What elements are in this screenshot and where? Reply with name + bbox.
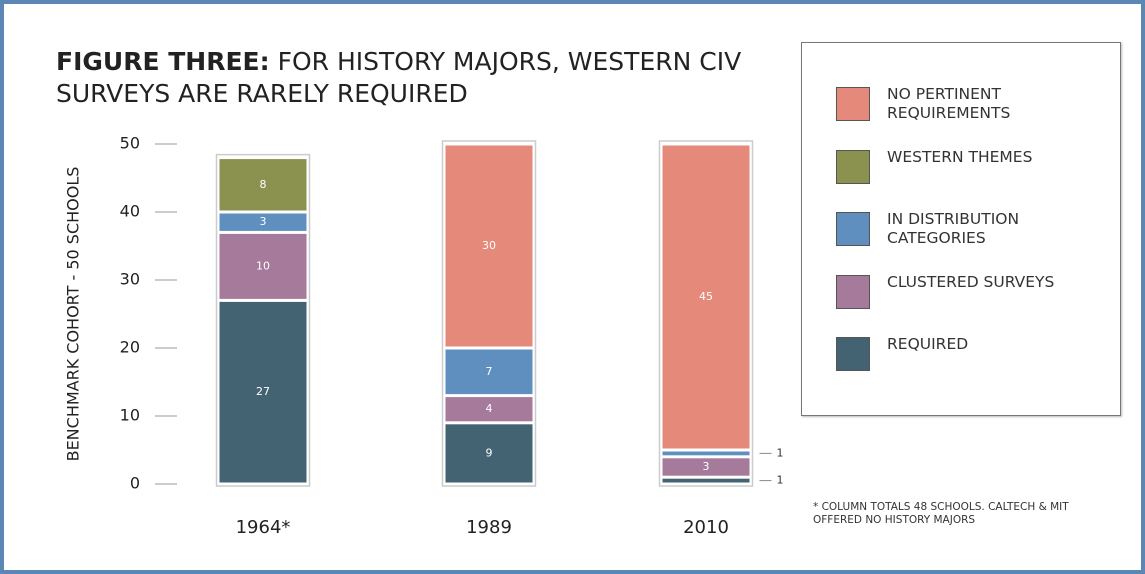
y-tick-label: 50 — [120, 134, 140, 153]
legend-swatch — [836, 337, 870, 371]
value-label: 45 — [699, 290, 713, 303]
bar-segment — [662, 451, 750, 456]
bar-segment — [445, 424, 533, 483]
value-label: 3 — [703, 460, 710, 473]
value-label: 27 — [256, 385, 270, 398]
y-tick-label: 10 — [120, 406, 140, 425]
legend-swatch — [836, 149, 870, 184]
legend-label: NO PERTINENT REQUIREMENTS — [887, 85, 1011, 122]
bar-segment — [662, 145, 750, 449]
bar-segment — [219, 213, 307, 231]
legend-swatch — [836, 274, 870, 309]
value-label: 9 — [486, 446, 493, 459]
title-lead: FIGURE THREE: — [56, 47, 270, 76]
title-text: FOR HISTORY MAJORS, WESTERN CIV SURVEYS … — [56, 47, 742, 108]
legend-label: WESTERN THEMES — [887, 147, 1033, 166]
legend: NO PERTINENT REQUIREMENTS WESTERN THEMES I… — [801, 42, 1121, 416]
bar-segment — [662, 478, 750, 483]
legend-swatch — [836, 212, 870, 246]
bar-segment — [445, 145, 533, 347]
x-tick-label: 1964* — [236, 517, 291, 538]
x-tick-label: 2010 — [683, 517, 729, 538]
bar-segment — [445, 349, 533, 395]
chart: BENCHMARK COHORT - 50 SCHOOLS 0 10 20 30 40 50… — [64, 134, 784, 539]
value-label: 3 — [260, 215, 267, 228]
value-label: 7 — [486, 365, 493, 378]
value-label: 1 — [777, 474, 784, 487]
value-label: 10 — [256, 259, 270, 272]
bar-segment — [662, 458, 750, 476]
value-label: 1 — [777, 446, 784, 459]
footnote: * COLUMN TOTALS 48 SCHOOLS. CALTECH & MI… — [813, 501, 1069, 526]
legend-label: REQUIRED — [887, 335, 969, 353]
bar-segment — [219, 301, 307, 483]
legend-label: IN DISTRIBUTION CATEGORIES — [887, 210, 1020, 247]
legend-swatch — [836, 87, 870, 121]
y-tick-label: 40 — [120, 202, 140, 221]
y-tick-label: 30 — [120, 270, 140, 289]
bar-segment — [219, 233, 307, 299]
bar-segment — [219, 159, 307, 211]
y-axis-label: BENCHMARK COHORT - 50 SCHOOLS — [64, 167, 83, 462]
value-label: 4 — [486, 402, 493, 415]
chart-title: FIGURE THREE: FOR HISTORY MAJORS, WESTER… — [56, 46, 776, 110]
bar-segment — [445, 397, 533, 422]
x-tick-label: 1989 — [466, 517, 512, 538]
value-label: 30 — [482, 239, 496, 252]
y-tick-label: 20 — [120, 338, 140, 357]
y-tick-label: 0 — [130, 474, 140, 493]
value-label: 8 — [260, 178, 267, 191]
legend-label: CLUSTERED SURVEYS — [887, 272, 1055, 291]
